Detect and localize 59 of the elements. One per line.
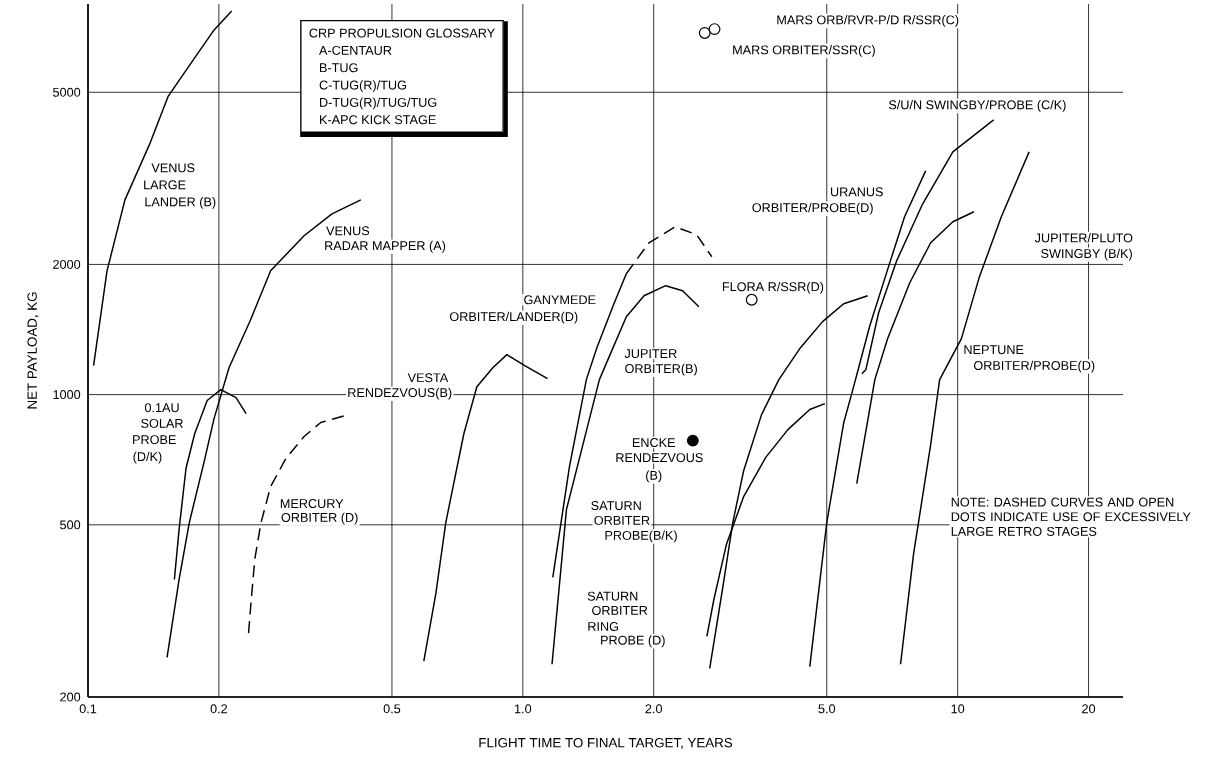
- x-tick-label: 0.1: [79, 704, 97, 714]
- annotation: SATURN: [591, 501, 641, 511]
- x-axis-title: FLIGHT TIME TO FINAL TARGET, YEARS: [479, 737, 733, 750]
- annotation: ORBITER(B): [625, 363, 697, 376]
- x-tick-label: 0.5: [383, 704, 401, 714]
- x-tick-label: 5.0: [818, 704, 836, 714]
- annotation: K-APC KICK STAGE: [320, 115, 436, 125]
- annotation: D-TUG(R)/TUG/TUG: [320, 97, 437, 110]
- annotation: ORBITER/LANDER(D): [449, 311, 578, 324]
- annotation: (D/K): [133, 451, 162, 464]
- y-axis-title: NET PAYLOAD, KG: [27, 292, 39, 409]
- annotation: ORBITER: [592, 605, 648, 615]
- y-tick-label: 1000: [53, 390, 81, 400]
- annotation: C-TUG(R)/TUG: [319, 80, 406, 93]
- annotation: NEPTUNE: [964, 345, 1024, 355]
- annotation: JUPITER/PLUTO: [1034, 233, 1133, 243]
- annotation: CRP PROPULSION GLOSSARY: [309, 28, 495, 38]
- annotation: 0.1AU: [144, 403, 179, 413]
- annotation: VENUS: [151, 163, 195, 173]
- annotation: LARGE: [144, 180, 186, 190]
- annotation: ORBITER (D): [281, 512, 358, 525]
- annotation: NOTE: DASHED CURVES AND OPEN DOTS INDICATE USE OF EXCESSIVELY LARGE RETRO STAGES: [951, 497, 1191, 536]
- x-tick-label: 20: [1082, 704, 1096, 714]
- y-tick-label: 500: [60, 520, 81, 530]
- annotation: RENDEZVOUS(B): [348, 387, 452, 400]
- x-tick-label: 1.0: [515, 704, 532, 714]
- annotation: RENDEZVOUS: [616, 453, 703, 463]
- annotation: PROBE(B/K): [605, 530, 677, 543]
- annotation: ORBITER/PROBE(D): [752, 202, 873, 215]
- annotation: ENCKE: [632, 438, 675, 448]
- annotation: (B): [646, 470, 662, 483]
- y-tick-label: 5000: [53, 87, 81, 97]
- annotation: PROBE (D): [601, 635, 665, 648]
- annotation: RADAR MAPPER (A): [325, 240, 446, 253]
- annotation: ORBITER: [594, 515, 650, 525]
- y-tick-label: 2000: [53, 259, 81, 269]
- annotation: JUPITER: [624, 349, 677, 359]
- annotation: URANUS: [830, 187, 883, 197]
- annotation: PROBE: [133, 435, 176, 445]
- annotation: GANYMEDE: [524, 295, 596, 305]
- x-tick-label: 10: [951, 704, 965, 714]
- annotation: S/U/N SWINGBY/PROBE (C/K): [888, 100, 1066, 112]
- annotation: B-TUG: [320, 63, 358, 73]
- annotation: VESTA: [407, 373, 449, 383]
- annotation: MERCURY: [280, 499, 344, 509]
- x-tick-label: 2.0: [645, 704, 663, 714]
- annotation: LANDER (B): [145, 196, 216, 209]
- annotation: RING: [588, 622, 619, 631]
- annotation: SOLAR: [141, 418, 183, 428]
- annotation: MARS ORB/RVR-P/D R/SSR(C): [777, 15, 959, 27]
- annotation: VENUS: [326, 226, 370, 236]
- annotation: FLORA R/SSR(D): [722, 281, 824, 294]
- x-tick-label: 0.2: [210, 704, 228, 714]
- annotation: SATURN: [587, 591, 638, 601]
- annotation: SWINGBY (B/K): [1041, 248, 1132, 261]
- annotation: ORBITER/PROBE(D): [973, 360, 1095, 373]
- annotation: A-CENTAUR: [319, 45, 392, 55]
- y-tick-label: 200: [60, 692, 81, 702]
- annotation: MARS ORBITER/SSR(C): [733, 45, 875, 57]
